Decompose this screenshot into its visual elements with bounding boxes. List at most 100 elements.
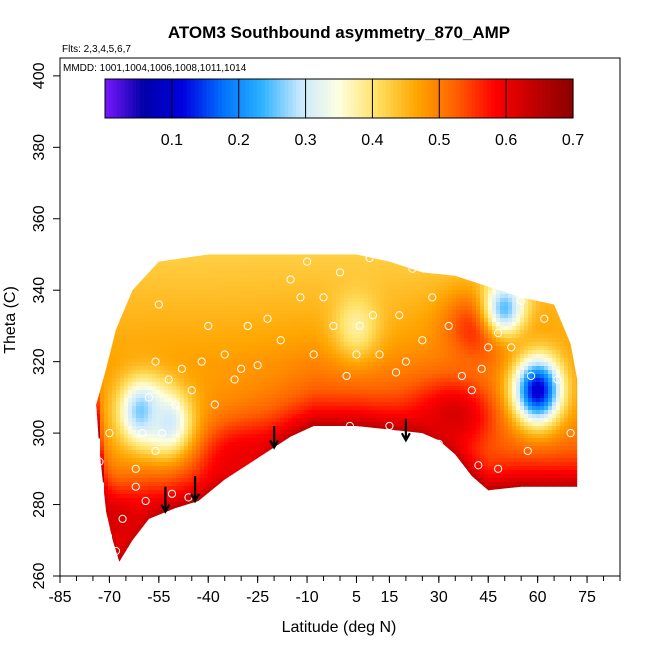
observation-point bbox=[503, 489, 513, 498]
colorbar-swatch bbox=[245, 79, 250, 118]
colorbar-swatch bbox=[331, 79, 336, 118]
colorbar-swatch bbox=[459, 79, 465, 118]
colorbar-swatch bbox=[300, 79, 305, 118]
colorbar-swatch bbox=[307, 79, 313, 118]
observation-point bbox=[474, 461, 483, 470]
colorbar-swatch bbox=[241, 79, 246, 118]
observation-point bbox=[144, 393, 154, 402]
colorbar-swatch bbox=[366, 79, 371, 118]
observation-point bbox=[167, 489, 177, 498]
colorbar-swatch bbox=[393, 79, 399, 118]
observation-point bbox=[151, 357, 160, 366]
x-tick-label: -85 bbox=[48, 589, 71, 606]
observation-point bbox=[444, 321, 453, 331]
observation-point bbox=[553, 375, 562, 384]
colorbar-swatch bbox=[206, 79, 211, 118]
colorbar-swatch bbox=[381, 79, 387, 118]
x-tick-label: -40 bbox=[197, 589, 220, 606]
colorbar-swatch bbox=[253, 79, 258, 118]
colorbar-swatch bbox=[545, 79, 551, 118]
dates-subtitle: MMDD: 1001,1004,1006,1008,1011,1014 bbox=[63, 63, 247, 74]
observation-point bbox=[253, 361, 262, 370]
x-tick-label: -55 bbox=[147, 589, 170, 606]
x-tick-label: 60 bbox=[529, 589, 547, 606]
colorbar-swatch bbox=[257, 79, 262, 118]
x-axis: -85 -70 -55 -40 -25 -10 5 15 30 45 60 75 bbox=[48, 576, 621, 606]
colorbar-swatch bbox=[276, 79, 282, 118]
observation-point bbox=[158, 429, 167, 438]
colorbar-swatch bbox=[495, 79, 500, 118]
observation-point bbox=[286, 275, 295, 284]
colorbar-swatch bbox=[198, 79, 204, 118]
x-tick-label: 5 bbox=[352, 589, 361, 606]
colorbar-swatch bbox=[186, 79, 192, 118]
colorbar-swatch bbox=[315, 79, 321, 118]
colorbar-swatch bbox=[522, 79, 527, 118]
colorbar-swatch bbox=[479, 79, 484, 118]
colorbar-swatch bbox=[116, 79, 122, 118]
x-tick-label: 75 bbox=[578, 589, 596, 606]
observation-point bbox=[220, 350, 229, 359]
colorbar-swatch bbox=[284, 79, 289, 118]
colorbar-swatch bbox=[237, 79, 243, 118]
observation-point bbox=[210, 400, 219, 409]
observation-point bbox=[151, 446, 160, 456]
colorbar-swatch bbox=[222, 79, 227, 118]
colorbar-swatch bbox=[510, 79, 516, 118]
heatmap-field bbox=[96, 254, 578, 562]
observation-point bbox=[335, 268, 345, 277]
flights-subtitle: Flts: 2,3,4,5,6,7 bbox=[62, 44, 131, 55]
observation-point bbox=[141, 496, 150, 506]
colorbar-swatch bbox=[225, 79, 231, 118]
colorbar-swatch bbox=[233, 79, 239, 118]
colorbar-tick-label: 0.6 bbox=[495, 132, 517, 149]
colorbar-swatch bbox=[128, 79, 133, 118]
colorbar-swatch bbox=[272, 79, 278, 118]
y-tick-label: 260 bbox=[31, 563, 48, 590]
colorbar-swatch bbox=[194, 79, 200, 118]
observation-point bbox=[526, 371, 536, 381]
observation-point bbox=[517, 296, 526, 306]
colorbar-swatch bbox=[362, 79, 367, 118]
colorbar-swatch bbox=[405, 79, 410, 118]
colorbar-swatch bbox=[124, 79, 129, 118]
colorbar-swatch bbox=[378, 79, 383, 118]
y-tick-label: 380 bbox=[31, 134, 48, 161]
colorbar-swatch bbox=[553, 79, 558, 118]
colorbar-swatch bbox=[549, 79, 555, 118]
colorbar-swatch bbox=[502, 79, 508, 118]
colorbar-swatch bbox=[144, 79, 149, 118]
observation-point bbox=[302, 257, 312, 266]
colorbar-swatch bbox=[409, 79, 414, 118]
colorbar-swatch bbox=[463, 79, 469, 118]
y-tick-label: 400 bbox=[31, 62, 48, 89]
colorbar-swatch bbox=[292, 79, 297, 118]
colorbar-swatch bbox=[155, 79, 161, 118]
observation-point bbox=[95, 457, 104, 466]
observation-point bbox=[154, 300, 163, 309]
arrow-marker bbox=[160, 486, 171, 514]
arrow-marker bbox=[400, 418, 411, 443]
colorbar-swatch bbox=[389, 79, 395, 118]
observation-point bbox=[105, 429, 114, 438]
observation-point bbox=[138, 429, 147, 438]
colorbar-swatch bbox=[140, 79, 145, 118]
colorbar-swatch bbox=[210, 79, 215, 118]
colorbar-swatch bbox=[537, 79, 543, 118]
observation-point bbox=[237, 364, 246, 373]
arrow-marker bbox=[269, 425, 280, 450]
observation-point bbox=[355, 321, 364, 331]
colorbar-swatch bbox=[147, 79, 153, 118]
colorbar-swatch bbox=[444, 79, 449, 118]
colorbar-swatch bbox=[342, 79, 348, 118]
colorbar-swatch bbox=[105, 79, 110, 118]
colorbar-swatch bbox=[327, 79, 332, 118]
colorbar-swatch bbox=[112, 79, 118, 118]
colorbar-swatch bbox=[565, 79, 570, 118]
y-tick-label: 320 bbox=[31, 348, 48, 375]
colorbar-swatch bbox=[506, 79, 512, 118]
observation-point bbox=[296, 293, 305, 302]
observation-point bbox=[243, 321, 252, 331]
colorbar-swatch bbox=[339, 79, 344, 118]
colorbar-swatch bbox=[358, 79, 363, 118]
